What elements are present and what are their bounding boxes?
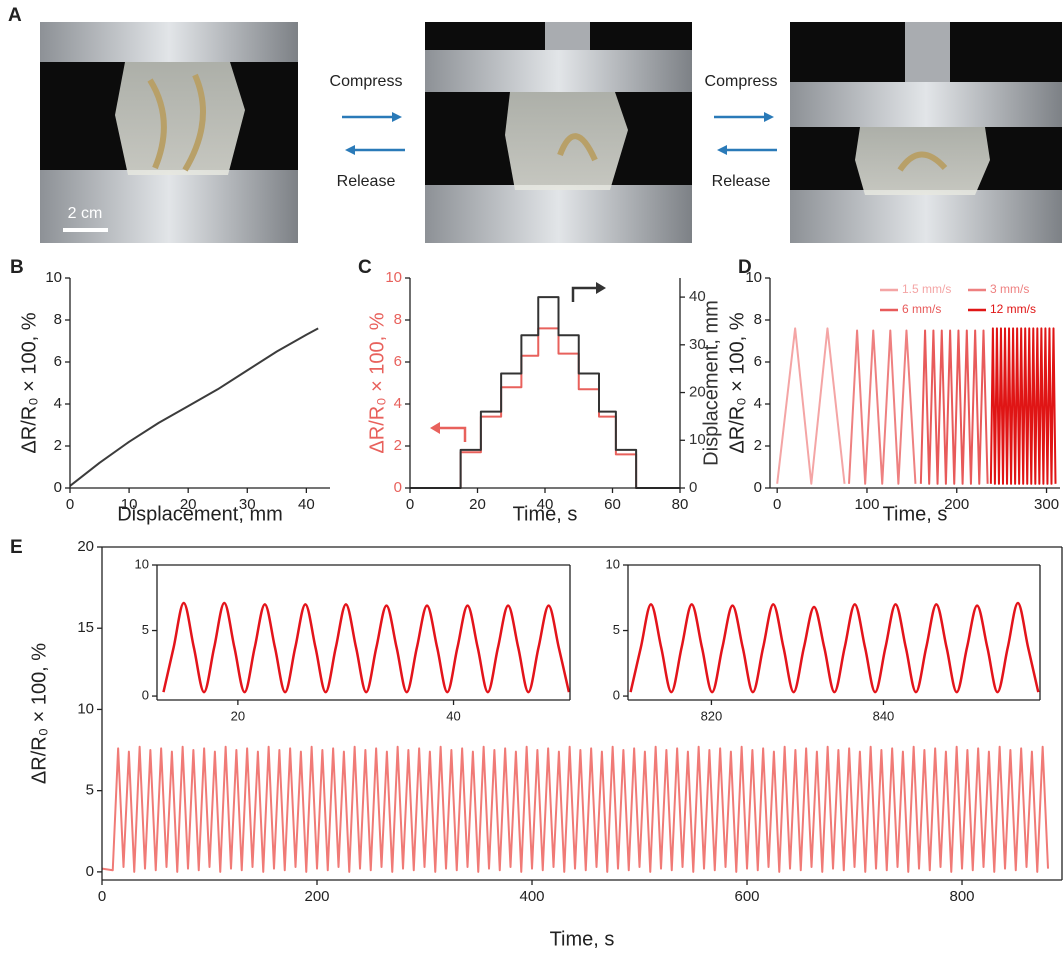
inset-background bbox=[157, 565, 570, 700]
y-tick-label: 10 bbox=[606, 556, 620, 571]
x-tick-label: 0 bbox=[773, 496, 781, 513]
data-line bbox=[69, 327, 319, 487]
y-tick-label: 15 bbox=[77, 619, 94, 636]
panel-label: E bbox=[10, 537, 23, 558]
legend-label: 6 mm/s bbox=[902, 302, 941, 316]
x-tick-label: 0 bbox=[98, 888, 106, 905]
x-tick-label: 820 bbox=[701, 708, 723, 723]
panel-label: D bbox=[738, 257, 752, 278]
y-tick-label: 2 bbox=[394, 437, 402, 454]
step-label: Release bbox=[712, 173, 771, 190]
y2-tick-label: 40 bbox=[689, 288, 706, 305]
x-tick-label: 300 bbox=[1034, 496, 1059, 513]
x-axis-label: Time, s bbox=[883, 503, 948, 525]
arrows bbox=[342, 112, 777, 155]
photo bbox=[425, 22, 692, 243]
y-tick-label: 0 bbox=[54, 479, 62, 496]
x-axis-label: Time, s bbox=[550, 928, 615, 950]
panel-label: B bbox=[10, 257, 24, 278]
y-axis-label: ΔR/R₀ × 100, % bbox=[18, 312, 40, 453]
x-tick-label: 30 bbox=[239, 496, 256, 513]
y-tick-label: 0 bbox=[142, 688, 149, 703]
data-line bbox=[848, 329, 917, 485]
y2-tick-label: 30 bbox=[689, 336, 706, 353]
x-tick-label: 60 bbox=[604, 496, 621, 513]
y-tick-label: 0 bbox=[613, 688, 620, 703]
data-line bbox=[162, 601, 571, 694]
y-tick-label: 5 bbox=[86, 782, 94, 799]
y-tick-label: 6 bbox=[54, 353, 62, 370]
x-tick-label: 400 bbox=[519, 888, 544, 905]
x-axis-label: Time, s bbox=[513, 503, 578, 525]
step-label: Compress bbox=[330, 73, 403, 90]
y-tick-label: 10 bbox=[745, 269, 762, 286]
x-tick-label: 20 bbox=[231, 708, 245, 723]
y2-tick-label: 10 bbox=[689, 431, 706, 448]
y-tick-label: 10 bbox=[135, 556, 149, 571]
y-tick-label: 0 bbox=[394, 479, 402, 496]
data-line bbox=[410, 296, 680, 489]
y2-tick-label: 0 bbox=[689, 479, 697, 496]
data-line bbox=[101, 745, 1050, 873]
photo bbox=[790, 22, 1062, 243]
data-line bbox=[989, 327, 1057, 485]
x-tick-label: 40 bbox=[537, 496, 554, 513]
y2-axis-label: Displacement, mm bbox=[700, 300, 722, 466]
x-tick-label: 20 bbox=[180, 496, 197, 513]
y-tick-label: 10 bbox=[385, 269, 402, 286]
y-tick-label: 2 bbox=[754, 437, 762, 454]
y-axis-label: ΔR/R₀ × 100, % bbox=[366, 312, 388, 453]
x-axis-label: Displacement, mm bbox=[117, 503, 283, 525]
y-tick-label: 5 bbox=[613, 622, 620, 637]
annotation-arrows bbox=[430, 282, 606, 442]
x-tick-label: 800 bbox=[950, 888, 975, 905]
data-line bbox=[629, 601, 1040, 694]
data-line bbox=[919, 329, 989, 485]
panel-label: C bbox=[358, 257, 372, 278]
x-tick-label: 200 bbox=[304, 888, 329, 905]
x-tick-label: 40 bbox=[446, 708, 460, 723]
legend-label: 12 mm/s bbox=[990, 302, 1036, 316]
data-line bbox=[410, 327, 680, 489]
scale-bar-label: 2 cm bbox=[68, 205, 103, 222]
step-label: Compress bbox=[705, 73, 778, 90]
x-tick-label: 20 bbox=[469, 496, 486, 513]
panel-label: A bbox=[8, 5, 22, 26]
y-tick-label: 4 bbox=[394, 395, 402, 412]
y-axis-label: ΔR/R₀ × 100, % bbox=[726, 312, 748, 453]
y-tick-label: 4 bbox=[754, 395, 762, 412]
x-tick-label: 0 bbox=[66, 496, 74, 513]
y2-tick-label: 20 bbox=[689, 384, 706, 401]
legend-label: 1.5 mm/s bbox=[902, 282, 951, 296]
y-tick-label: 4 bbox=[54, 395, 62, 412]
y-tick-label: 5 bbox=[142, 622, 149, 637]
x-tick-label: 40 bbox=[298, 496, 315, 513]
x-tick-label: 0 bbox=[406, 496, 414, 513]
y-tick-label: 0 bbox=[754, 479, 762, 496]
photo bbox=[40, 22, 298, 243]
y-tick-label: 2 bbox=[54, 437, 62, 454]
y-tick-label: 0 bbox=[86, 863, 94, 880]
data-line bbox=[776, 327, 846, 485]
y-axis-label: ΔR/R₀ × 100, % bbox=[28, 643, 50, 784]
x-tick-label: 200 bbox=[944, 496, 969, 513]
x-tick-label: 10 bbox=[121, 496, 138, 513]
y-tick-label: 8 bbox=[54, 311, 62, 328]
step-label: Release bbox=[337, 173, 396, 190]
x-tick-label: 840 bbox=[873, 708, 895, 723]
y-tick-label: 8 bbox=[754, 311, 762, 328]
y-tick-label: 6 bbox=[394, 353, 402, 370]
y-tick-label: 8 bbox=[394, 311, 402, 328]
y-tick-label: 6 bbox=[754, 353, 762, 370]
inset-background bbox=[628, 565, 1040, 700]
y-tick-label: 10 bbox=[45, 269, 62, 286]
legend-label: 3 mm/s bbox=[990, 282, 1029, 296]
y-tick-label: 20 bbox=[77, 538, 94, 555]
x-tick-label: 600 bbox=[735, 888, 760, 905]
x-tick-label: 80 bbox=[672, 496, 689, 513]
x-tick-label: 100 bbox=[854, 496, 879, 513]
y-tick-label: 10 bbox=[77, 700, 94, 717]
